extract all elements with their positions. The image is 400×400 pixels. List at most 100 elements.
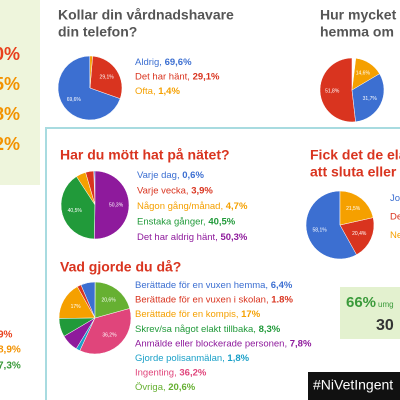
legend-value: 6,4% — [271, 280, 293, 291]
slice-label: 29,1% — [100, 75, 115, 81]
slice-label: 21,5% — [346, 206, 361, 212]
legend-value: 1,4% — [158, 86, 180, 97]
legend-label: Berättade för en vuxen hemma, — [135, 280, 268, 291]
slice-label: 50,3% — [109, 203, 124, 209]
legend-item: Skrev/sa något elakt tillbaka, 8,3% — [135, 323, 281, 334]
panel-title: Har du mött hat på nätet? — [60, 147, 230, 163]
legend-label: Varje vecka, — [137, 185, 189, 196]
stat-big: 66% — [346, 294, 376, 311]
panel-title: din telefon? — [58, 24, 137, 40]
legend-item: Aldrig, 69,6% — [135, 57, 192, 68]
legend-value: 7,8% — [290, 338, 312, 349]
legend-label: Berättade för en kompis, — [135, 309, 239, 320]
legend-value: 0,6% — [182, 170, 204, 181]
stat-small: umg — [378, 300, 394, 309]
pie-slice — [89, 55, 123, 99]
stat-box — [340, 287, 400, 339]
legend-label: Det har aldrig hänt, — [137, 232, 218, 243]
legend-value: 36,2% — [179, 367, 206, 378]
slice-label: 40,5% — [68, 208, 83, 214]
left-figure: 2% — [0, 134, 20, 154]
legend-item: Varje dag, 0,6% — [137, 170, 204, 181]
legend-label: Ingenting, — [135, 367, 177, 378]
left-figure: 8% — [0, 104, 20, 124]
left-figure: 9% — [0, 330, 13, 341]
pie-slice — [351, 73, 385, 123]
legend-value: 3,9% — [191, 185, 213, 196]
legend-item: Det har aldrig hänt, 50,3% — [137, 232, 248, 243]
pie-slice — [89, 55, 93, 89]
pie-slice — [339, 217, 375, 256]
legend-item: Gjorde polisanmälan, 1,8% — [135, 353, 250, 364]
legend-item: Anmälde eller blockerade personen, 7,8% — [135, 338, 312, 349]
stat-second: 30 — [376, 317, 394, 334]
legend-item: Enstaka gånger, 40,5% — [137, 216, 236, 227]
pie-slice — [57, 55, 121, 121]
legend-label: Övriga, — [135, 382, 166, 393]
legend-label: Gjorde polisanmälan, — [135, 353, 225, 364]
legend-item: Berättade för en vuxen hemma, 6,4% — [135, 280, 293, 291]
legend-label: Jo — [390, 193, 400, 204]
left-figure: 8,9% — [0, 345, 21, 356]
slice-label: 69,6% — [67, 97, 82, 103]
slice-label: 20,4% — [352, 231, 367, 237]
pie-slice — [94, 170, 130, 240]
slice-label: 17% — [71, 304, 82, 310]
legend-item: Ingenting, 36,2% — [135, 367, 207, 378]
hashtag-box — [308, 372, 400, 400]
pie-slice — [319, 57, 356, 123]
panel-title: Vad gjorde du då? — [60, 259, 181, 275]
legend-value: 20,6% — [168, 382, 195, 393]
legend-value: 69,6% — [165, 57, 192, 68]
pie-slice — [94, 281, 131, 319]
pie-slice — [305, 190, 357, 260]
legend-label: Anmälde eller blockerade personen, — [135, 338, 287, 349]
legend-label: Någon gång/månad, — [137, 201, 223, 212]
slice-label: 58,1% — [313, 228, 328, 234]
legend-value: 40,5% — [208, 216, 235, 227]
legend-item: Någon gång/månad, 4,7% — [137, 201, 248, 212]
legend-item: Det har hänt, 29,1% — [135, 71, 220, 82]
panel-title: Hur mycket — [320, 7, 397, 23]
legend-item: Övriga, 20,6% — [135, 382, 196, 393]
legend-label: De — [390, 211, 400, 222]
legend-item: Varje vecka, 3,9% — [137, 185, 213, 196]
slice-label: 51,8% — [325, 88, 340, 94]
legend-value: 29,1% — [193, 71, 220, 82]
legend-value: 1,8% — [227, 353, 249, 364]
legend-item: Jo — [390, 193, 400, 204]
legend-item: Ofta, 1,4% — [135, 86, 180, 97]
legend-label: Ofta, — [135, 86, 156, 97]
left-strip — [0, 0, 40, 185]
legend-label: Aldrig, — [135, 57, 162, 68]
slice-label: 31,7% — [363, 96, 378, 102]
legend-value: 4,7% — [226, 201, 248, 212]
legend-value: 8,3% — [259, 323, 281, 334]
pie-slice — [351, 57, 380, 91]
left-figure: 5% — [0, 74, 20, 94]
legend-item: De — [390, 211, 400, 222]
pie-slice — [79, 308, 132, 355]
pie-slice — [339, 190, 374, 226]
slice-label: 36,2% — [102, 332, 117, 338]
panel-title: hemma om — [320, 24, 394, 40]
left-figure: 7,3% — [0, 361, 21, 372]
panel-title: Fick det de ela — [310, 147, 400, 163]
legend-value: 1.8% — [271, 294, 293, 305]
left-figure: 0% — [0, 44, 20, 64]
legend-label: Berättade för en vuxen i skolan, — [135, 294, 269, 305]
legend-label: Ne — [390, 230, 400, 241]
slice-label: 14,6% — [356, 71, 371, 77]
legend-value: 17% — [241, 309, 261, 320]
legend-item: Berättade för en vuxen i skolan, 1.8% — [135, 294, 293, 305]
legend-label: Skrev/sa något elakt tillbaka, — [135, 323, 256, 334]
legend-value: 50,3% — [220, 232, 247, 243]
legend-label: Varje dag, — [137, 170, 180, 181]
legend-label: Det har hänt, — [135, 71, 190, 82]
legend-label: Enstaka gånger, — [137, 216, 206, 227]
panel-title: Kollar din vårdnadshavare — [58, 7, 234, 23]
pie-slice — [60, 176, 96, 240]
panel-title: att sluta eller — [310, 164, 397, 180]
